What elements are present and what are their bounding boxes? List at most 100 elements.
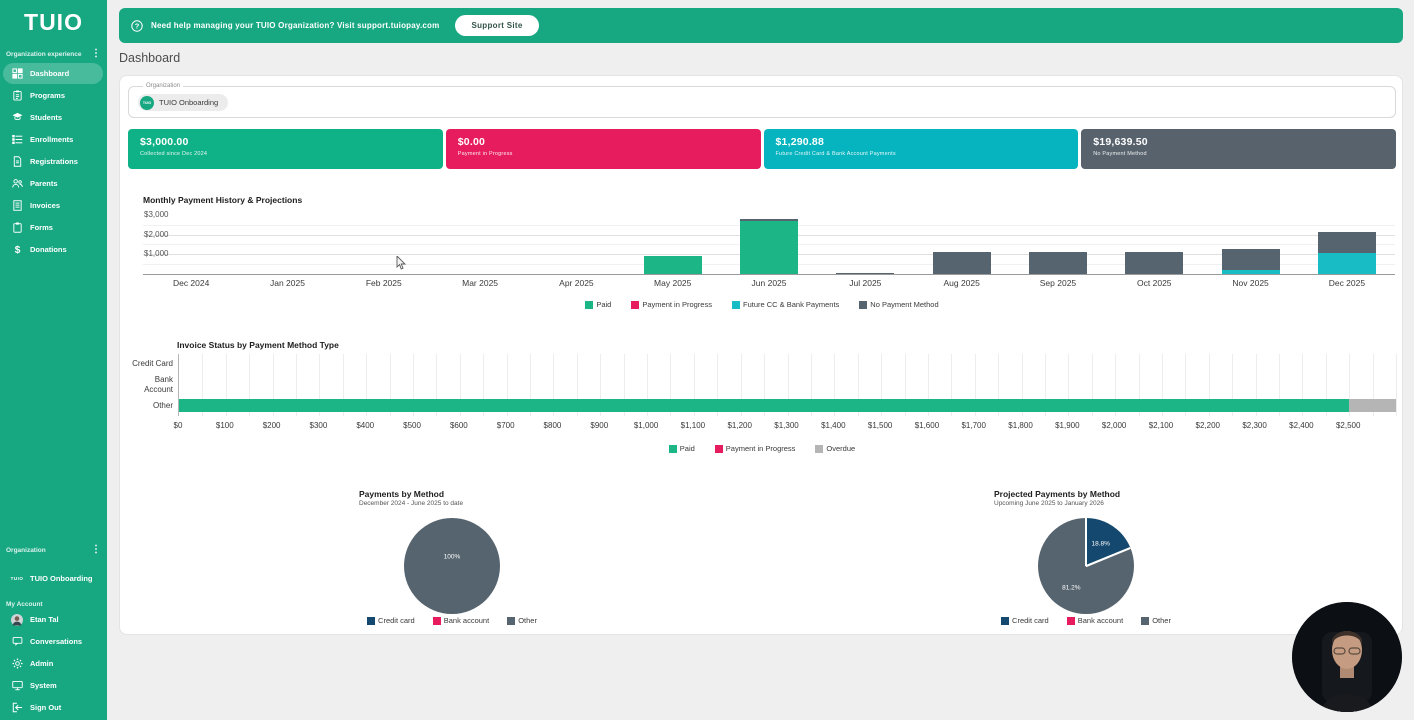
invoice-legend: Paid Payment in Progress Overdue	[120, 444, 1404, 453]
x-axis-label: Jun 2025	[751, 278, 787, 288]
sidebar-item-forms[interactable]: Forms	[3, 217, 103, 238]
gridline	[764, 354, 766, 416]
x-axis-label: $2,500	[1335, 421, 1361, 430]
user-avatar	[11, 613, 23, 626]
gridline	[600, 354, 602, 416]
dashboard-card: Organization TUIO TUIO Onboarding $3,000…	[119, 75, 1403, 635]
kebab-menu-icon[interactable]: ⋮	[91, 544, 101, 555]
gridline	[740, 354, 742, 416]
x-axis-label: $500	[403, 421, 421, 430]
legend-label: Payment in Progress	[642, 300, 712, 309]
invoice-bars	[179, 354, 1396, 416]
sidebar-item-donations[interactable]: $ Donations	[3, 239, 103, 260]
organization-chip[interactable]: TUIO TUIO Onboarding	[138, 94, 229, 111]
organization-field: Organization TUIO TUIO Onboarding	[128, 83, 1396, 118]
gridline	[1068, 354, 1070, 416]
bar-slot-nov-2025	[1202, 211, 1298, 274]
gridline	[1185, 354, 1187, 416]
legend-swatch	[859, 300, 868, 309]
sign-out-icon	[11, 702, 23, 714]
pie-left-subtitle: December 2024 - June 2025 to date	[359, 500, 464, 507]
x-axis-label: Dec 2024	[172, 278, 210, 288]
gridline	[834, 354, 836, 416]
sidebar-item-dashboard[interactable]: Dashboard	[3, 63, 103, 84]
bar-slot-jul-2025	[817, 211, 913, 274]
x-axis-label: $1,500	[867, 421, 893, 430]
x-axis-label: Dec 2025	[1328, 278, 1366, 288]
bar-slot-dec-2024	[143, 211, 239, 274]
sidebar-item-admin[interactable]: Admin	[3, 653, 103, 674]
svg-text:?: ?	[135, 21, 140, 30]
pie-chart-payments-by-method: 100%	[404, 518, 500, 614]
kebab-menu-icon[interactable]: ⋮	[91, 48, 101, 59]
stat-amount: $1,290.88	[775, 136, 825, 148]
sidebar-item-label: Programs	[30, 91, 66, 100]
x-axis-label: $800	[543, 421, 562, 430]
sidebar-item-enrollments[interactable]: Enrollments	[3, 129, 103, 150]
x-axis-label: May 2025	[654, 278, 692, 288]
gridline	[904, 354, 906, 416]
sidebar-item-invoices[interactable]: Invoices	[3, 195, 103, 216]
x-axis-label: Jan 2025	[269, 278, 305, 288]
pie-left-title: Payments by Method	[359, 489, 445, 499]
legend-label: Other	[518, 616, 537, 625]
x-axis-label: $1,800	[1008, 421, 1033, 430]
sidebar-item-user[interactable]: Etan Tal	[3, 609, 103, 630]
bar-segment-no-payment-method	[1221, 249, 1280, 271]
support-site-button[interactable]: Support Site	[455, 15, 539, 36]
legend-swatch	[668, 444, 677, 453]
gridline	[1255, 354, 1257, 416]
sidebar-item-registrations[interactable]: Registrations	[3, 151, 103, 172]
sidebar-item-organization[interactable]: TUIO TUIO Onboarding	[3, 568, 103, 589]
x-axis-label: $2,400	[1289, 421, 1314, 430]
legend-label: Other	[1152, 616, 1171, 625]
sidebar-item-parents[interactable]: Parents	[3, 173, 103, 194]
gridline	[272, 354, 274, 416]
legend-label: No Payment Method	[870, 300, 939, 309]
page-title: Dashboard	[119, 51, 181, 65]
bar-slot-sep-2025	[1010, 211, 1106, 274]
organization-field-legend: Organization	[143, 83, 184, 89]
gridline	[1138, 354, 1140, 416]
gridline	[1044, 354, 1046, 416]
legend-swatch	[585, 300, 594, 309]
parents-icon	[11, 178, 23, 190]
legend-item-credit-card: Credit card	[1001, 616, 1049, 625]
stat-card-collected-since-dec-2024: $3,000.00 Collected since Dec 2024	[128, 129, 443, 169]
legend-swatch	[1141, 616, 1150, 625]
gridline	[810, 354, 812, 416]
x-axis-label: Oct 2025	[1137, 278, 1172, 288]
sidebar-item-sign-out[interactable]: Sign Out	[3, 697, 103, 718]
gridline	[436, 354, 438, 416]
legend-label: Payment in Progress	[725, 444, 796, 453]
bar-segment-paid	[179, 399, 1350, 413]
sidebar-item-label: Students	[30, 113, 63, 122]
bar-segment-future-cc-bank-payments	[1317, 253, 1376, 274]
bar-sep-2025	[1028, 252, 1087, 274]
gridline	[857, 354, 859, 416]
pie-slice-label: 81.2%	[1062, 584, 1081, 592]
bar-slot-jun-2025	[721, 211, 817, 274]
bar-segment-no-payment-method	[1028, 252, 1087, 274]
x-axis-label: $2,100	[1148, 421, 1174, 430]
stat-label: Collected since Dec 2024	[140, 151, 208, 157]
x-axis-label: $1,000	[633, 421, 659, 430]
sidebar-item-label: Sign Out	[30, 703, 62, 712]
sidebar-bottom: Organization ⋮ TUIO TUIO Onboarding My A…	[0, 544, 107, 719]
sidebar-item-programs[interactable]: Programs	[3, 85, 103, 106]
sidebar-section-label: Organization experience ⋮	[0, 48, 107, 59]
invoice-chart-plot	[178, 354, 1397, 416]
organization-name: TUIO Onboarding	[30, 574, 93, 583]
organization-label-text: Organization	[6, 546, 46, 554]
x-axis-label: $300	[309, 421, 328, 430]
gridline	[693, 354, 695, 416]
sidebar-item-conversations[interactable]: Conversations	[3, 631, 103, 652]
sidebar-item-students[interactable]: Students	[3, 107, 103, 128]
x-axis-label: $1,900	[1055, 421, 1080, 430]
gridline	[1021, 354, 1023, 416]
gridline	[576, 354, 578, 416]
legend-label: Bank account	[1077, 616, 1124, 625]
x-axis-label: $2,300	[1242, 421, 1267, 430]
x-axis-label: $600	[449, 421, 468, 430]
sidebar-item-system[interactable]: System	[3, 675, 103, 696]
